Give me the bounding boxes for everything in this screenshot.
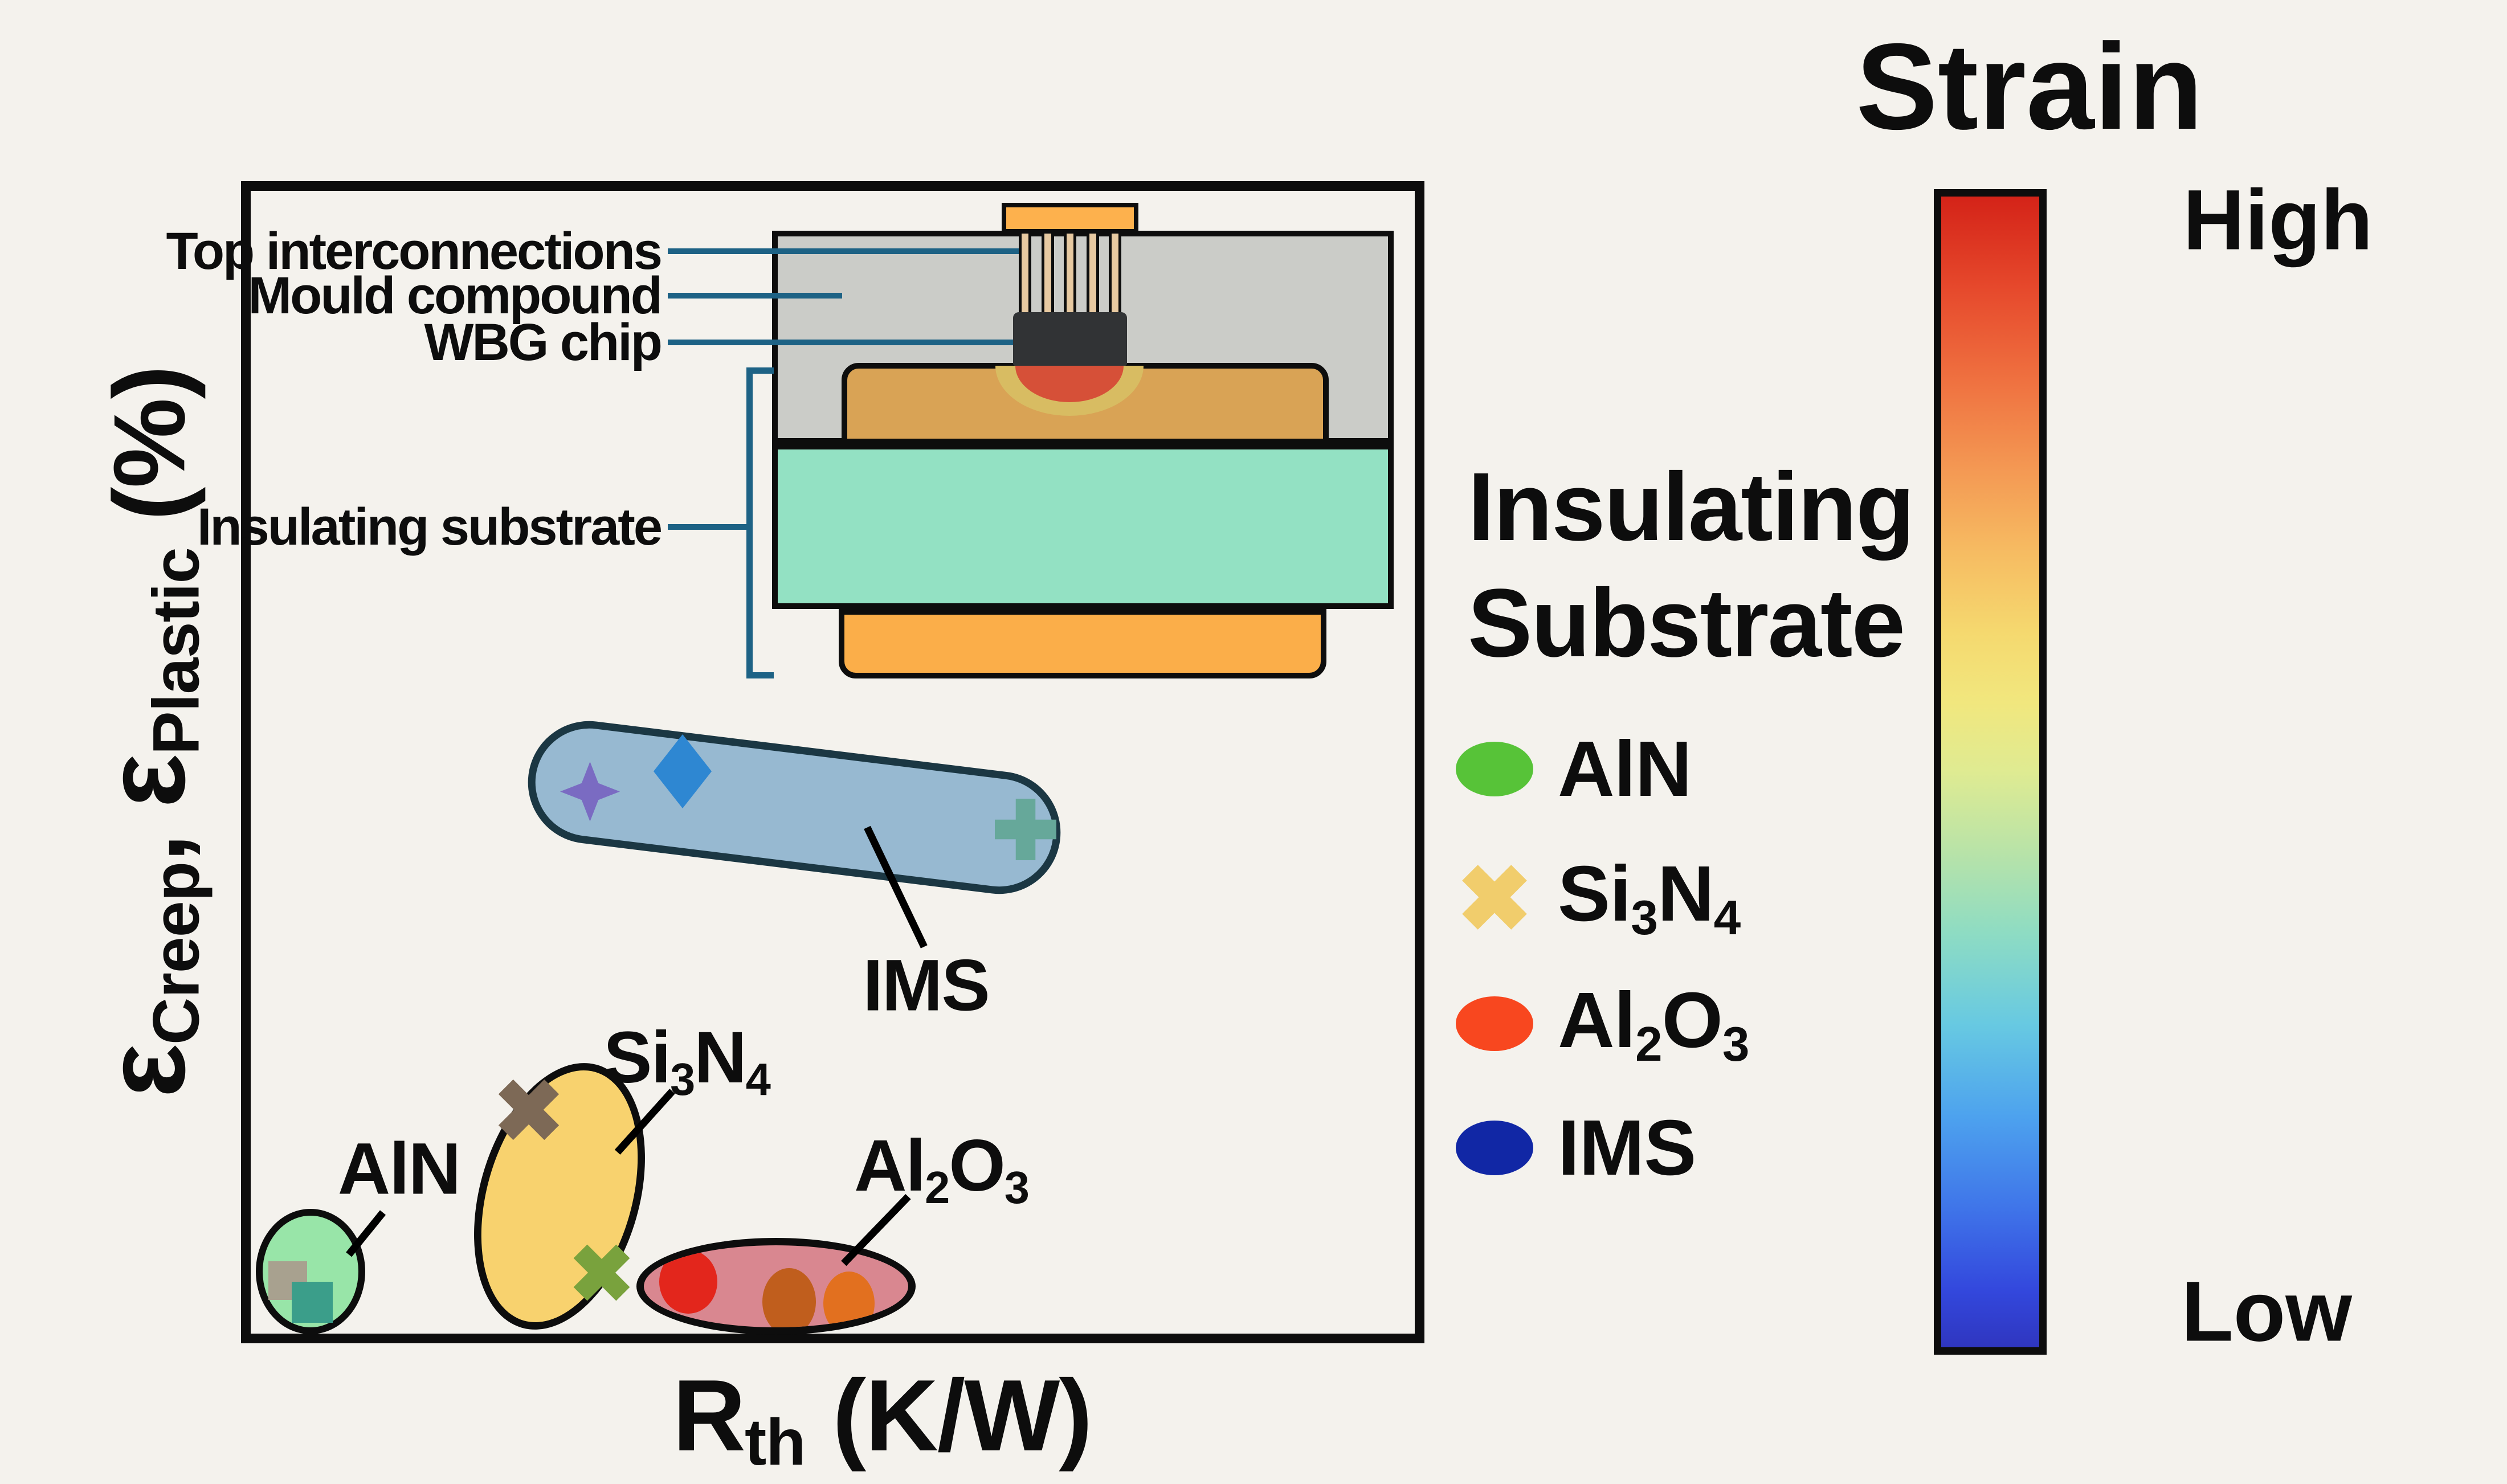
leader-top-interconnections bbox=[668, 248, 1019, 254]
legend-label-ims: IMS bbox=[1558, 1103, 1696, 1192]
substrate-bracket-top-arm bbox=[746, 367, 774, 374]
label-wbg-chip: WBG chip bbox=[424, 313, 663, 371]
creep-subscript: Creep bbox=[140, 862, 213, 1045]
legend-marker-box bbox=[1452, 1121, 1537, 1175]
legend-marker-box bbox=[1452, 742, 1537, 796]
bottom-copper-baseplate bbox=[839, 609, 1326, 678]
si3n4-sub1: 3 bbox=[670, 1054, 695, 1105]
al2o3-dot-marker-red bbox=[659, 1250, 717, 1314]
x-axis-unit: (K/W) bbox=[805, 1358, 1093, 1472]
wire-bond bbox=[1019, 230, 1031, 319]
aln-legend-circle-icon bbox=[1456, 742, 1533, 796]
leader-insulating-substrate bbox=[668, 524, 746, 530]
plastic-subscript: Plastic bbox=[140, 547, 213, 755]
aln-cluster-label: AlN bbox=[337, 1128, 461, 1210]
legend-marker-box bbox=[1452, 862, 1537, 932]
plot-area bbox=[241, 181, 1424, 1343]
substrate-bracket-bottom-arm bbox=[746, 672, 774, 678]
wire-bond bbox=[1041, 230, 1054, 319]
legend-item-si3n4: Si3N4 bbox=[1452, 857, 1965, 937]
wire-bond bbox=[1109, 230, 1121, 319]
label-insulating-substrate: Insulating substrate bbox=[197, 498, 663, 556]
legend-al2o3-sub2: 3 bbox=[1722, 1017, 1750, 1072]
si3n4-base2: N bbox=[694, 1016, 746, 1098]
legend-item-aln: AlN bbox=[1452, 725, 1965, 813]
al2o3-sub2: 3 bbox=[1004, 1162, 1030, 1213]
si3n4-cluster-label: Si3N4 bbox=[603, 1016, 771, 1106]
substrate-bracket bbox=[746, 367, 753, 678]
si3n4-sub2: 4 bbox=[745, 1054, 771, 1105]
label-top-interconnections: Top interconnections bbox=[166, 222, 663, 280]
legend-label-al2o3: Al2O3 bbox=[1558, 975, 1749, 1073]
legend-al2o3-base2: O bbox=[1661, 976, 1723, 1064]
legend-title-line1: Insulating bbox=[1468, 453, 1915, 561]
strain-colorbar bbox=[1934, 189, 2047, 1355]
axis-separator: , bbox=[92, 808, 206, 862]
epsilon-plastic-symbol: ε bbox=[81, 755, 209, 808]
top-terminal-tab bbox=[1002, 203, 1138, 234]
colorbar-low-label: Low bbox=[2181, 1263, 2352, 1359]
legend-si3n4-base2: N bbox=[1657, 849, 1714, 938]
y-axis-unit: (%) bbox=[92, 366, 206, 548]
legend-title-line2: Substrate bbox=[1468, 569, 1905, 677]
al2o3-dot-marker-orange bbox=[823, 1272, 875, 1327]
aln-square-marker-teal bbox=[292, 1282, 333, 1323]
leader-mould-compound bbox=[668, 293, 842, 299]
al2o3-cluster-label: Al2O3 bbox=[854, 1124, 1030, 1214]
wire-bonds bbox=[1019, 230, 1121, 319]
legend-si3n4-sub2: 4 bbox=[1713, 890, 1741, 945]
al2o3-cluster-region bbox=[636, 1238, 916, 1335]
colorbar-high-label: High bbox=[2183, 171, 2373, 268]
colorbar-title: Strain bbox=[1856, 18, 2203, 155]
wire-bond bbox=[1086, 230, 1099, 319]
legend-marker-box bbox=[1452, 996, 1537, 1051]
legend-label-si3n4: Si3N4 bbox=[1558, 849, 1741, 946]
al2o3-sub1: 2 bbox=[925, 1162, 950, 1213]
legend-item-al2o3: Al2O3 bbox=[1452, 976, 1965, 1071]
al2o3-base1: Al bbox=[854, 1125, 926, 1207]
ims-legend-circle-icon bbox=[1456, 1121, 1533, 1175]
wire-bond bbox=[1064, 230, 1076, 319]
rth-symbol: R bbox=[672, 1358, 746, 1472]
si3n4-base1: Si bbox=[603, 1016, 671, 1098]
epsilon-creep-symbol: ε bbox=[81, 1044, 209, 1098]
si3n4-legend-x-icon bbox=[1446, 848, 1544, 947]
ims-cluster-label: IMS bbox=[863, 945, 990, 1027]
wbg-chip-body bbox=[1013, 312, 1127, 366]
legend-al2o3-base1: Al bbox=[1558, 976, 1636, 1064]
strain-gradient bbox=[1941, 197, 2039, 1347]
legend-al2o3-sub1: 2 bbox=[1635, 1017, 1663, 1072]
al2o3-base2: O bbox=[949, 1125, 1006, 1207]
insulating-substrate-layer bbox=[772, 444, 1394, 609]
legend-item-ims: IMS bbox=[1452, 1104, 1965, 1192]
leader-wbg-chip bbox=[668, 340, 1013, 345]
label-mould-compound: Mould compound bbox=[248, 267, 663, 325]
legend-title: Insulating Substrate bbox=[1468, 449, 1915, 681]
rth-subscript: th bbox=[744, 1406, 806, 1479]
al2o3-legend-circle-icon bbox=[1456, 996, 1533, 1051]
legend-label-aln: AlN bbox=[1558, 725, 1692, 813]
y-axis-label: εCreep, εPlastic (%) bbox=[80, 366, 214, 1098]
al2o3-dot-marker-brown bbox=[762, 1268, 816, 1327]
legend-si3n4-base1: Si bbox=[1558, 849, 1631, 938]
legend-si3n4-sub1: 3 bbox=[1631, 890, 1658, 945]
x-axis-label: Rth (K/W) bbox=[672, 1357, 1093, 1480]
